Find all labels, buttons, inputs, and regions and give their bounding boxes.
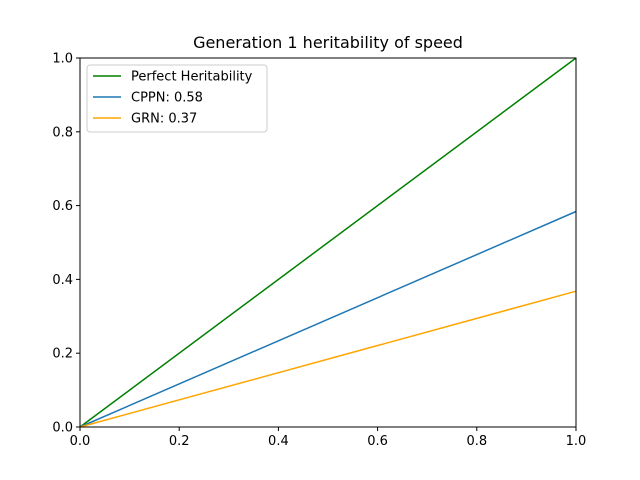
x-tick-label: 1.0 <box>566 434 587 449</box>
x-tick-label: 0.0 <box>70 434 91 449</box>
y-tick-label: 0.6 <box>52 199 73 214</box>
y-tick-label: 0.2 <box>52 347 73 362</box>
legend-label-1: CPPN: 0.58 <box>131 91 203 106</box>
y-axis: 0.0 0.2 0.4 0.6 0.8 1.0 <box>52 52 80 436</box>
x-axis: 0.0 0.2 0.4 0.6 0.8 1.0 <box>70 427 587 449</box>
y-tick-label: 0.8 <box>52 125 73 140</box>
x-tick-label: 0.4 <box>268 434 289 449</box>
y-tick-label: 1.0 <box>52 52 73 67</box>
x-tick-label: 0.2 <box>169 434 190 449</box>
series-line-2 <box>79 290 577 428</box>
legend-frame <box>86 64 268 133</box>
y-tick-label: 0.0 <box>52 421 73 436</box>
legend: Perfect Heritability CPPN: 0.58 GRN: 0.37 <box>86 64 268 133</box>
chart-title: Generation 1 heritability of speed <box>193 33 463 52</box>
series-line-0 <box>79 57 577 428</box>
plot-frame <box>79 57 577 428</box>
y-tick-label: 0.4 <box>52 273 73 288</box>
x-tick-label: 0.8 <box>466 434 487 449</box>
x-tick-label: 0.6 <box>367 434 388 449</box>
legend-label-2: GRN: 0.37 <box>131 112 197 127</box>
series-line-1 <box>79 210 577 428</box>
series-lines <box>79 57 577 428</box>
legend-label-0: Perfect Heritability <box>131 70 253 85</box>
